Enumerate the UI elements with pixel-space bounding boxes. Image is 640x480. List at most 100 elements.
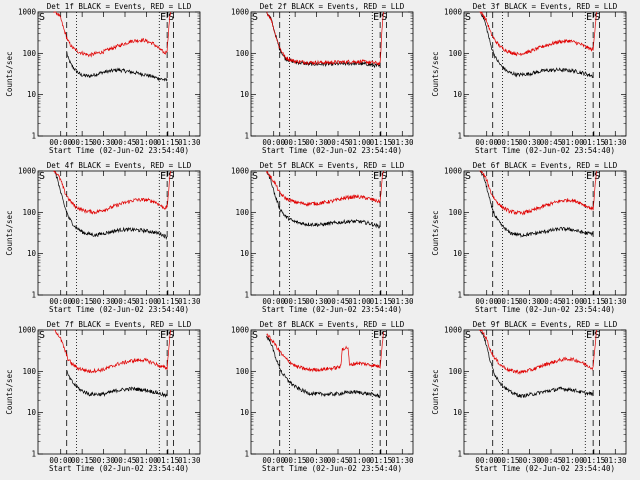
x-axis-label: Start Time (02-Jun-02 23:54:40)	[262, 146, 402, 155]
x-tick-label: 01:30	[604, 138, 627, 147]
x-tick-label: 01:00	[348, 138, 371, 147]
x-tick-label: 01:15	[583, 297, 606, 306]
event-marker-s: S	[381, 330, 387, 341]
x-tick-label: 00:30	[305, 297, 328, 306]
x-tick-label: 00:30	[92, 138, 115, 147]
y-tick-label: 10	[27, 408, 37, 417]
x-tick-label: 00:00	[475, 456, 498, 465]
x-tick-label: 01:00	[348, 297, 371, 306]
x-tick-label: 01:30	[178, 456, 201, 465]
x-tick-label: 00:30	[518, 456, 541, 465]
event-marker-s: S	[252, 171, 258, 182]
x-tick-label: 01:15	[583, 456, 606, 465]
series-lld-line	[53, 170, 172, 215]
x-tick-label: 00:45	[327, 297, 350, 306]
series-events-line	[266, 335, 381, 399]
event-marker-s: S	[465, 12, 471, 23]
detector-panel-5: Det 5f BLACK = Events, RED = LLD 1 10 100 10…	[231, 161, 414, 314]
event-marker-e: E	[373, 12, 379, 23]
x-tick-label: 01:30	[178, 297, 201, 306]
y-tick-label: 1000	[231, 8, 250, 17]
x-tick-label: 00:30	[92, 456, 115, 465]
x-tick-label: 01:15	[583, 138, 606, 147]
y-tick-label: 100	[235, 49, 249, 58]
y-tick-label: 1000	[18, 8, 37, 17]
y-tick-label: 1	[244, 291, 249, 300]
event-marker-s: S	[39, 12, 45, 23]
x-tick-label: 00:00	[262, 297, 285, 306]
y-tick-label: 1000	[444, 8, 463, 17]
event-marker-s: S	[381, 12, 387, 23]
x-tick-label: 01:00	[135, 456, 158, 465]
x-tick-label: 01:30	[604, 456, 627, 465]
series-lld-line	[266, 331, 385, 373]
detector-panel-3: Det 3f BLACK = Events, RED = LLD 1 10 100 10…	[431, 2, 627, 155]
event-marker-s: S	[252, 330, 258, 341]
y-axis-label: Counts/sec	[5, 369, 14, 414]
plot-frame	[250, 170, 414, 296]
series-lld-line	[266, 170, 385, 207]
y-tick-label: 1000	[231, 167, 250, 176]
y-tick-label: 10	[453, 249, 463, 258]
panel-title: Det 4f BLACK = Events, RED = LLD	[47, 161, 192, 170]
x-tick-label: 01:15	[157, 456, 180, 465]
x-tick-label: 01:15	[157, 138, 180, 147]
x-tick-label: 00:15	[284, 456, 307, 465]
y-tick-label: 100	[448, 208, 462, 217]
y-tick-label: 10	[453, 90, 463, 99]
plot-frame	[250, 329, 414, 455]
panel-title: Det 6f BLACK = Events, RED = LLD	[473, 161, 618, 170]
x-tick-label: 01:00	[561, 297, 584, 306]
y-tick-label: 10	[240, 249, 250, 258]
x-axis-label: Start Time (02-Jun-02 23:54:40)	[262, 464, 402, 473]
y-tick-label: 1	[31, 450, 36, 459]
y-axis-label: Counts/sec	[431, 369, 440, 414]
x-tick-label: 00:45	[540, 138, 563, 147]
x-tick-label: 01:15	[370, 297, 393, 306]
x-tick-label: 00:15	[284, 138, 307, 147]
y-tick-label: 100	[448, 49, 462, 58]
y-tick-label: 10	[240, 408, 250, 417]
event-marker-e: E	[586, 171, 592, 182]
x-tick-label: 01:00	[135, 138, 158, 147]
plot-frame	[37, 170, 201, 296]
panel-title: Det 1f BLACK = Events, RED = LLD	[47, 2, 192, 11]
y-axis-label: Counts/sec	[5, 51, 14, 96]
series-events-line	[66, 50, 168, 82]
y-tick-label: 10	[453, 408, 463, 417]
event-marker-e: E	[586, 12, 592, 23]
event-marker-s: S	[168, 12, 174, 23]
x-axis-label: Start Time (02-Jun-02 23:54:40)	[49, 305, 189, 314]
y-tick-label: 100	[448, 367, 462, 376]
plot-frame	[37, 329, 201, 455]
series-events-line	[66, 370, 168, 398]
event-marker-s: S	[39, 171, 45, 182]
x-tick-label: 00:00	[49, 456, 72, 465]
x-tick-label: 00:45	[327, 138, 350, 147]
x-tick-label: 00:15	[71, 297, 94, 306]
y-tick-label: 1	[457, 132, 462, 141]
series-lld-line	[479, 11, 598, 57]
series-events-line	[479, 329, 594, 399]
x-tick-label: 01:30	[391, 297, 414, 306]
detector-panel-7: Det 7f BLACK = Events, RED = LLD 1 10 100 10…	[5, 320, 201, 473]
x-tick-label: 00:15	[71, 138, 94, 147]
plot-frame	[463, 170, 627, 296]
series-events-line	[479, 169, 594, 238]
y-tick-label: 100	[22, 208, 36, 217]
detector-panel-1: Det 1f BLACK = Events, RED = LLD 1 10 100 10…	[5, 2, 201, 155]
series-events-line	[53, 170, 168, 240]
event-marker-s: S	[168, 171, 174, 182]
x-tick-label: 00:00	[475, 138, 498, 147]
panel-title: Det 3f BLACK = Events, RED = LLD	[473, 2, 618, 11]
y-tick-label: 1000	[18, 167, 37, 176]
event-marker-s: S	[39, 330, 45, 341]
event-marker-s: S	[594, 12, 600, 23]
series-lld-line	[266, 11, 385, 66]
plot-frame	[463, 11, 627, 137]
x-tick-label: 00:00	[49, 297, 72, 306]
y-tick-label: 1	[244, 132, 249, 141]
panel-title: Det 8f BLACK = Events, RED = LLD	[260, 320, 405, 329]
x-tick-label: 01:15	[370, 456, 393, 465]
